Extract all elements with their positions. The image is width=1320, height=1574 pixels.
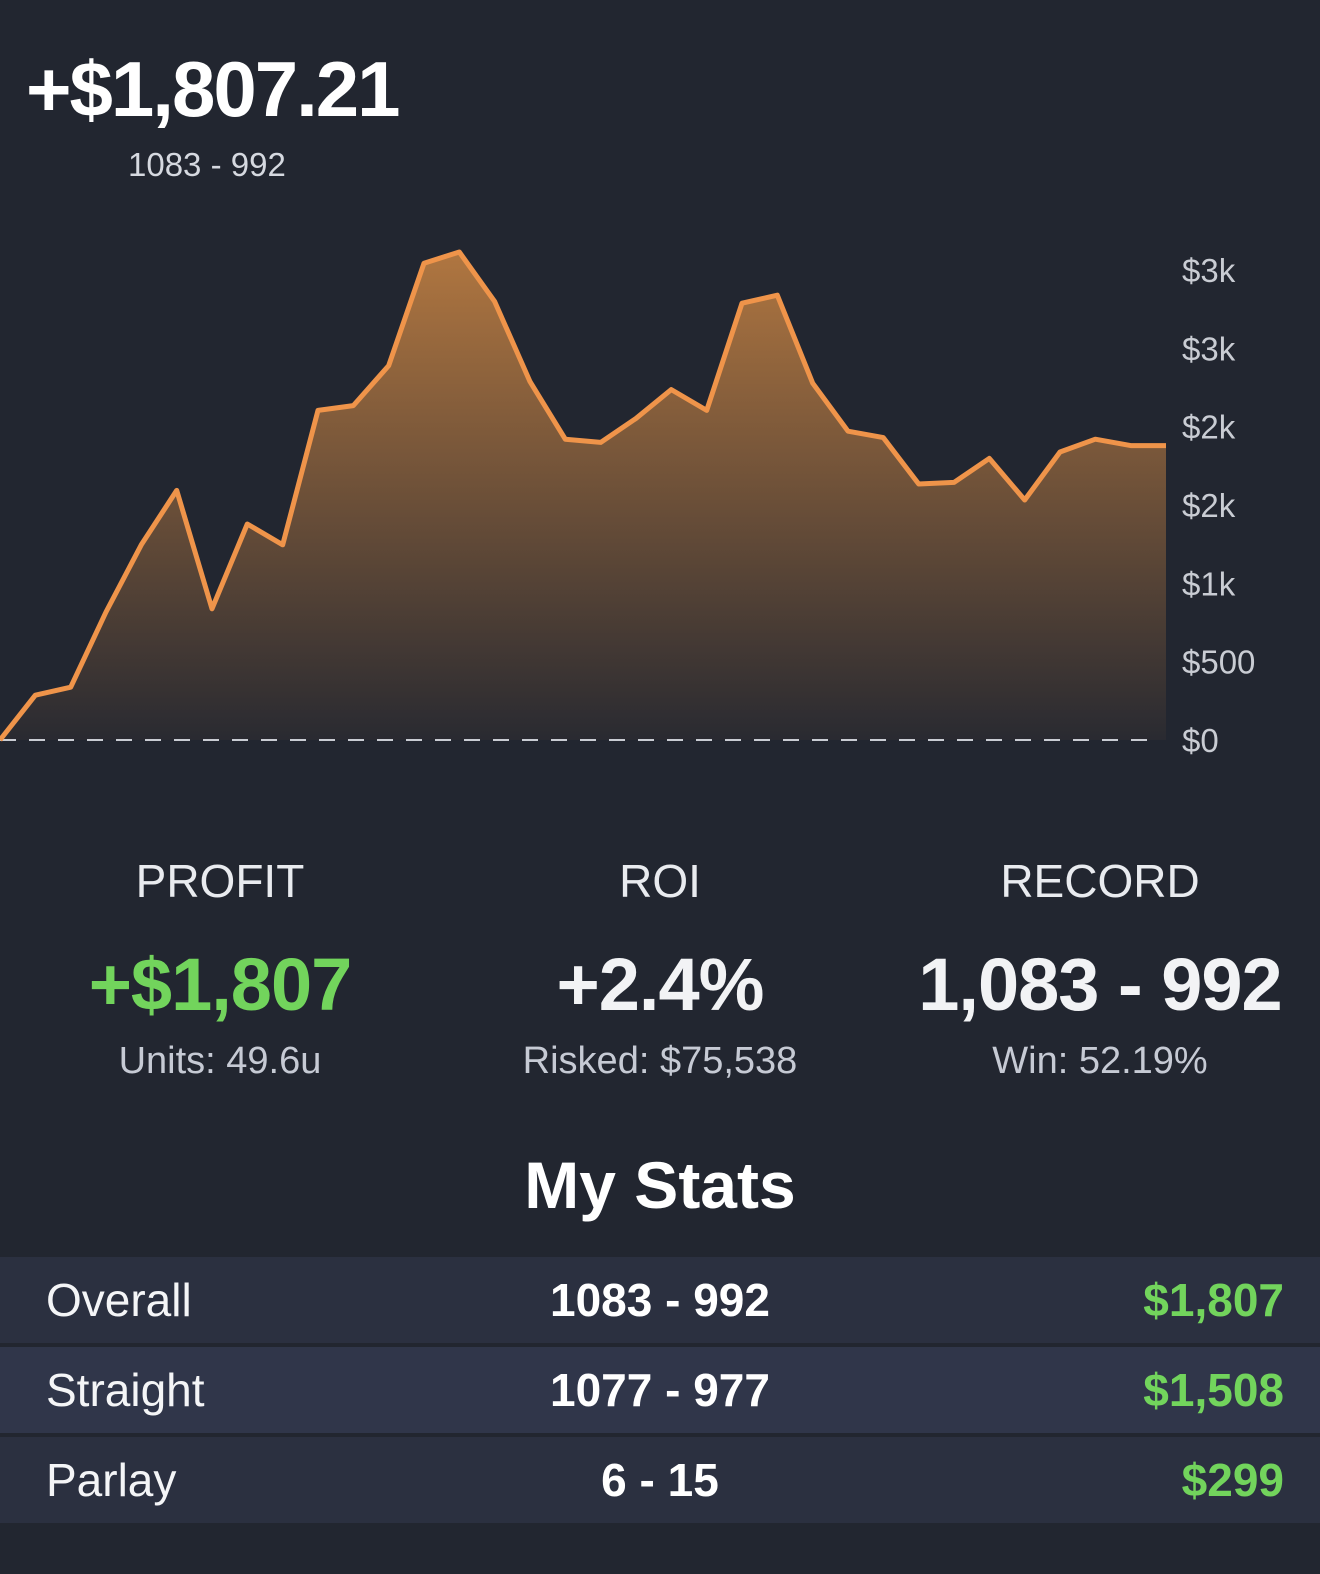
win-rate-value: Win: 52.19% bbox=[992, 1040, 1208, 1082]
total-profit: +$1,807.21 bbox=[26, 45, 401, 133]
y-tick-label: $2k bbox=[1182, 409, 1236, 446]
row-record: 1077 - 977 bbox=[550, 1364, 770, 1416]
y-tick-label: $2k bbox=[1182, 487, 1236, 524]
stats-row-overall[interactable]: Overall 1083 - 992 $1,807 bbox=[0, 1257, 1320, 1343]
row-name: Straight bbox=[46, 1364, 205, 1416]
roi-summary: ROI +2.4% Risked: $75,538 bbox=[440, 852, 880, 1080]
profit-chart: $3k $3k $2k $2k $1k $500 $0 bbox=[0, 249, 1255, 759]
record-value: 1,083 - 992 bbox=[918, 943, 1282, 1026]
roi-value: +2.4% bbox=[556, 943, 765, 1026]
summary-section: PROFIT +$1,807 Units: 49.6u ROI +2.4% Ri… bbox=[0, 852, 1320, 1092]
y-tick-label: $0 bbox=[1182, 722, 1219, 759]
y-tick-label: $3k bbox=[1182, 330, 1236, 367]
row-record: 1083 - 992 bbox=[550, 1274, 770, 1326]
profit-summary: PROFIT +$1,807 Units: 49.6u bbox=[0, 852, 440, 1080]
risked-value: Risked: $75,538 bbox=[522, 1040, 798, 1082]
my-stats-title: My Stats bbox=[524, 1148, 796, 1222]
row-name: Overall bbox=[46, 1274, 192, 1326]
stats-row-straight[interactable]: Straight 1077 - 977 $1,508 bbox=[0, 1347, 1320, 1433]
row-record: 6 - 15 bbox=[601, 1454, 719, 1506]
row-amount: $1,508 bbox=[1143, 1364, 1284, 1416]
total-record: 1083 - 992 bbox=[128, 146, 286, 183]
units-value: Units: 49.6u bbox=[118, 1040, 322, 1082]
y-tick-label: $1k bbox=[1182, 565, 1236, 602]
profit-area bbox=[0, 252, 1166, 740]
record-summary: RECORD 1,083 - 992 Win: 52.19% bbox=[880, 852, 1320, 1080]
row-amount: $299 bbox=[1181, 1454, 1284, 1506]
y-tick-label: $3k bbox=[1182, 252, 1236, 289]
record-label: RECORD bbox=[1000, 855, 1200, 907]
row-amount: $1,807 bbox=[1143, 1274, 1284, 1326]
stats-table: Overall 1083 - 992 $1,807 Straight 1077 … bbox=[0, 1257, 1320, 1527]
profit-label: PROFIT bbox=[135, 855, 305, 907]
roi-label: ROI bbox=[619, 855, 701, 907]
stats-row-parlay[interactable]: Parlay 6 - 15 $299 bbox=[0, 1437, 1320, 1523]
profit-line bbox=[0, 249, 1166, 742]
profit-value: +$1,807 bbox=[88, 943, 353, 1026]
y-tick-label: $500 bbox=[1182, 644, 1255, 681]
row-name: Parlay bbox=[46, 1454, 177, 1506]
